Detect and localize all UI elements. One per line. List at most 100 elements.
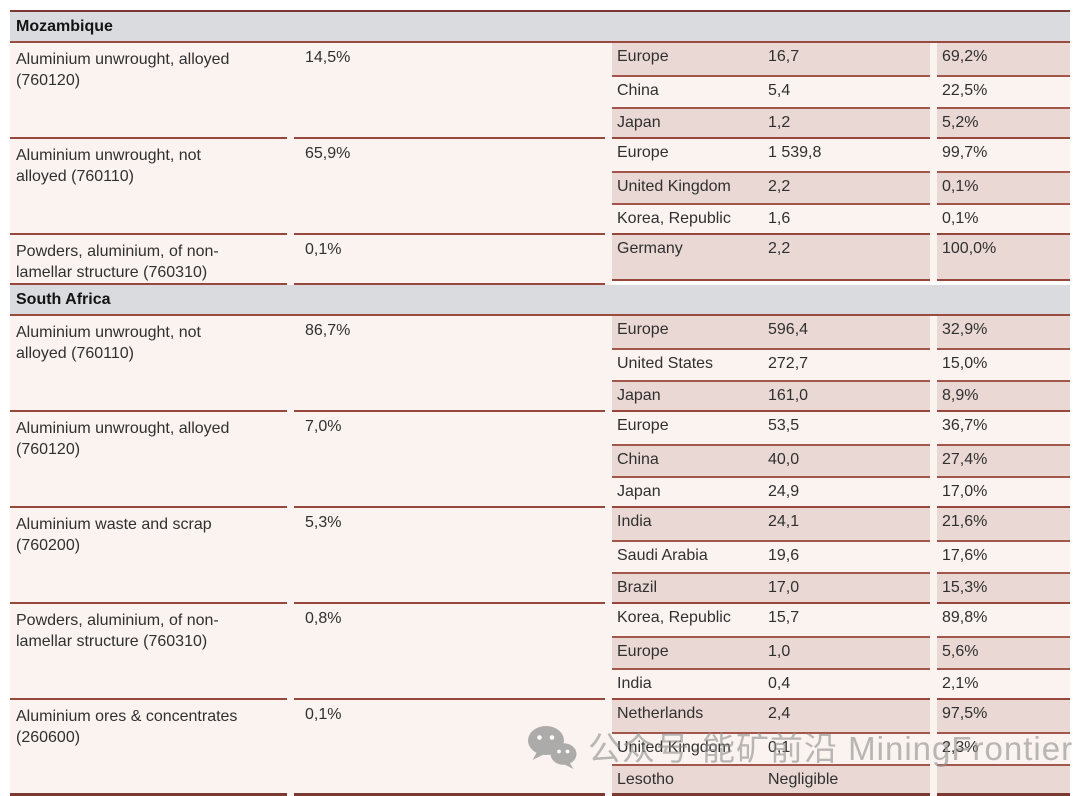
export-value: 16,7 bbox=[768, 48, 800, 65]
product-line1: Powders, aluminium, of non- bbox=[16, 612, 219, 629]
section-title: South Africa bbox=[16, 290, 111, 308]
column-gap bbox=[287, 412, 294, 508]
column-gap bbox=[605, 139, 612, 235]
column-gap bbox=[930, 235, 937, 281]
product-name: Aluminium waste and scrap (760200) bbox=[10, 508, 287, 604]
export-percent: 89,8% bbox=[937, 604, 1070, 636]
product-line1: Powders, aluminium, of non- bbox=[16, 243, 219, 260]
destination-row: Europe 1,0 5,6% bbox=[612, 636, 1070, 668]
product-line2: lamellar structure (760310) bbox=[16, 264, 208, 281]
destination-name: Korea, Republic bbox=[617, 609, 731, 626]
destination-row: Europe 1 539,8 99,7% bbox=[612, 139, 1070, 171]
section-header-south-africa: South Africa bbox=[10, 285, 1070, 316]
product-name: Powders, aluminium, of non- lamellar str… bbox=[10, 235, 287, 285]
column-gap bbox=[930, 412, 937, 444]
product-group: Aluminium ores & concentrates (260600) 0… bbox=[10, 700, 1070, 796]
export-percent: 2,3% bbox=[937, 732, 1070, 764]
product-name: Powders, aluminium, of non- lamellar str… bbox=[10, 604, 287, 700]
export-value: 24,9 bbox=[768, 483, 800, 500]
destinations-subtable: Europe 16,7 69,2% China 5,4 22,5% Japan 1,2… bbox=[612, 43, 1070, 139]
column-gap bbox=[930, 316, 937, 348]
export-percent: 15,3% bbox=[937, 572, 1070, 604]
destinations-subtable: Europe 53,5 36,7% China 40,0 27,4% Japan 24… bbox=[612, 412, 1070, 508]
column-gap bbox=[930, 540, 937, 572]
export-value: 5,4 bbox=[768, 82, 791, 99]
product-group: Powders, aluminium, of non- lamellar str… bbox=[10, 604, 1070, 700]
product-name: Aluminium unwrought, alloyed (760120) bbox=[10, 412, 287, 508]
destination-name: China bbox=[617, 451, 659, 468]
column-gap bbox=[930, 380, 937, 412]
destination-row: India 0,4 2,1% bbox=[612, 668, 1070, 700]
destination-name: United Kingdom bbox=[617, 739, 731, 756]
export-value: 15,7 bbox=[768, 609, 800, 626]
destination-row: Saudi Arabia 19,6 17,6% bbox=[612, 540, 1070, 572]
destination-row: Japan 24,9 17,0% bbox=[612, 476, 1070, 508]
export-percent: 15,0% bbox=[937, 348, 1070, 380]
column-gap bbox=[930, 732, 937, 764]
product-name: Aluminium unwrought, not alloyed (760110… bbox=[10, 139, 287, 235]
destinations-subtable: Germany 2,2 100,0% bbox=[612, 235, 1070, 285]
destinations-subtable: India 24,1 21,6% Saudi Arabia 19,6 17,6% B… bbox=[612, 508, 1070, 604]
destination-name: India bbox=[617, 675, 652, 692]
destinations-subtable: Korea, Republic 15,7 89,8% Europe 1,0 5,6%… bbox=[612, 604, 1070, 700]
destination-row: Japan 161,0 8,9% bbox=[612, 380, 1070, 412]
export-value: 0,1 bbox=[768, 739, 791, 756]
destinations-subtable: Europe 1 539,8 99,7% United Kingdom 2,2 0,… bbox=[612, 139, 1070, 235]
column-gap bbox=[605, 508, 612, 604]
product-line2: (260600) bbox=[16, 729, 81, 746]
column-gap bbox=[287, 139, 294, 235]
product-line1: Aluminium unwrought, not bbox=[16, 147, 201, 164]
destination-name: Germany bbox=[617, 240, 683, 257]
section-title: Mozambique bbox=[16, 17, 113, 35]
column-gap bbox=[287, 508, 294, 604]
export-value: 53,5 bbox=[768, 417, 800, 434]
destinations-subtable: Europe 596,4 32,9% United States 272,7 15,… bbox=[612, 316, 1070, 412]
destination-row: Japan 1,2 5,2% bbox=[612, 107, 1070, 139]
export-percent: 0,1% bbox=[937, 203, 1070, 235]
column-gap bbox=[605, 235, 612, 285]
export-share: 0,8% bbox=[294, 604, 605, 700]
destination-row: China 5,4 22,5% bbox=[612, 75, 1070, 107]
product-group: Aluminium unwrought, not alloyed (760110… bbox=[10, 316, 1070, 412]
column-gap bbox=[930, 572, 937, 604]
column-gap bbox=[930, 43, 937, 75]
column-gap bbox=[930, 636, 937, 668]
export-value: 1,6 bbox=[768, 210, 791, 227]
destination-name: Europe bbox=[617, 144, 669, 161]
destination-name: Europe bbox=[617, 417, 669, 434]
destination-name: Saudi Arabia bbox=[617, 547, 708, 564]
export-percent: 36,7% bbox=[937, 412, 1070, 444]
export-percent bbox=[937, 764, 1070, 796]
export-percent: 5,6% bbox=[937, 636, 1070, 668]
export-share: 65,9% bbox=[294, 139, 605, 235]
product-group: Aluminium unwrought, alloyed (760120) 7,… bbox=[10, 412, 1070, 508]
product-line1: Aluminium waste and scrap bbox=[16, 516, 212, 533]
column-gap bbox=[930, 764, 937, 796]
destination-row: Korea, Republic 15,7 89,8% bbox=[612, 604, 1070, 636]
column-gap bbox=[930, 139, 937, 171]
export-value: 2,2 bbox=[768, 178, 791, 195]
export-share: 7,0% bbox=[294, 412, 605, 508]
column-gap bbox=[930, 604, 937, 636]
export-percent: 2,1% bbox=[937, 668, 1070, 700]
column-gap bbox=[287, 316, 294, 412]
destination-name: Europe bbox=[617, 643, 669, 660]
export-value: 596,4 bbox=[768, 321, 809, 338]
product-line1: Aluminium unwrought, not bbox=[16, 324, 201, 341]
destination-name: China bbox=[617, 82, 659, 99]
export-percent: 21,6% bbox=[937, 508, 1070, 540]
destination-row: United States 272,7 15,0% bbox=[612, 348, 1070, 380]
export-percent: 8,9% bbox=[937, 380, 1070, 412]
destination-name: Lesotho bbox=[617, 771, 674, 788]
column-gap bbox=[930, 668, 937, 700]
export-percent: 0,1% bbox=[937, 171, 1070, 203]
column-gap bbox=[605, 604, 612, 700]
column-gap bbox=[287, 604, 294, 700]
export-share: 14,5% bbox=[294, 43, 605, 139]
destination-name: Europe bbox=[617, 48, 669, 65]
destination-row: Germany 2,2 100,0% bbox=[612, 235, 1070, 281]
column-gap bbox=[605, 412, 612, 508]
destinations-subtable: Netherlands 2,4 97,5% United Kingdom 0,1 2… bbox=[612, 700, 1070, 796]
column-gap bbox=[930, 444, 937, 476]
destination-row: United Kingdom 0,1 2,3% bbox=[612, 732, 1070, 764]
